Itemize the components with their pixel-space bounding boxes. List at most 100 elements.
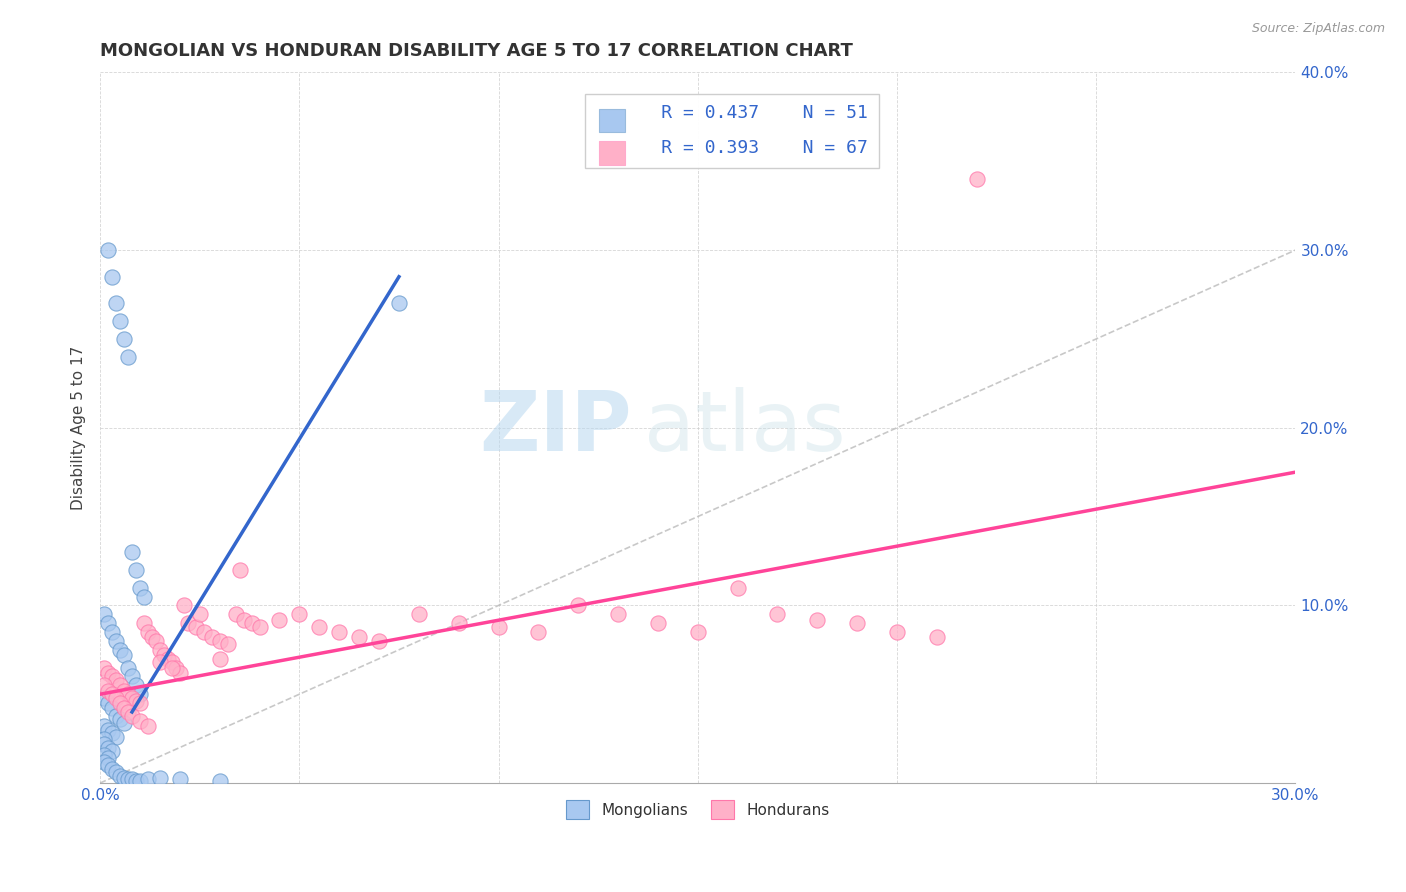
Point (101, 269, 124, 284)
Point (117, 705, 139, 719)
Point (136, 719, 159, 733)
Point (121, 772, 143, 787)
Point (153, 648, 176, 662)
Point (101, 726, 124, 740)
Point (121, 669, 143, 683)
Point (93, 755, 115, 769)
Point (567, 599, 589, 613)
Point (97, 723, 120, 737)
Point (93, 607, 115, 622)
Point (105, 708, 128, 723)
Point (129, 714, 152, 728)
Point (97, 758, 120, 772)
FancyBboxPatch shape (599, 141, 624, 165)
Point (112, 701, 135, 715)
Point (93, 660, 115, 674)
Point (269, 613, 291, 627)
Point (93, 690, 115, 705)
Point (105, 296, 128, 310)
Point (121, 545, 143, 559)
Point (93, 747, 115, 762)
Point (149, 771, 172, 785)
Point (101, 701, 124, 715)
Point (97, 616, 120, 631)
Point (117, 687, 139, 701)
Point (208, 774, 231, 789)
Point (160, 660, 183, 674)
Point (117, 350, 139, 364)
Point (160, 655, 183, 669)
Point (97, 243, 120, 257)
Point (108, 769, 131, 783)
Text: atlas: atlas (644, 387, 846, 468)
Y-axis label: Disability Age 5 to 17: Disability Age 5 to 17 (72, 345, 86, 510)
Point (132, 590, 155, 604)
Point (136, 625, 159, 640)
Point (112, 683, 135, 698)
Point (93, 719, 115, 733)
Point (408, 607, 430, 622)
Point (288, 607, 311, 622)
Point (105, 765, 128, 780)
Point (117, 660, 139, 674)
Text: R = 0.437    N = 51
      R = 0.393    N = 67: R = 0.437 N = 51 R = 0.393 N = 67 (596, 104, 868, 157)
Point (208, 634, 231, 648)
Text: MONGOLIAN VS HONDURAN DISABILITY AGE 5 TO 17 CORRELATION CHART: MONGOLIAN VS HONDURAN DISABILITY AGE 5 T… (100, 42, 853, 60)
Point (97, 665, 120, 680)
Point (108, 696, 131, 710)
Point (925, 631, 948, 645)
Point (129, 774, 152, 789)
Point (101, 625, 124, 640)
Point (108, 642, 131, 657)
Legend: Mongolians, Hondurans: Mongolians, Hondurans (560, 794, 835, 825)
Point (165, 660, 187, 674)
Point (136, 772, 159, 787)
Point (766, 607, 789, 622)
Point (108, 314, 131, 328)
Point (208, 651, 231, 665)
Point (101, 744, 124, 758)
Point (846, 616, 869, 631)
Point (101, 762, 124, 776)
Point (328, 625, 350, 640)
Point (97, 740, 120, 755)
Point (228, 563, 250, 577)
Point (105, 673, 128, 687)
Point (447, 616, 470, 631)
Point (156, 651, 179, 665)
Point (105, 690, 128, 705)
Point (97, 751, 120, 765)
FancyBboxPatch shape (599, 109, 624, 132)
Point (368, 634, 391, 648)
Point (129, 687, 152, 701)
Point (129, 581, 152, 595)
Point (129, 696, 152, 710)
Point (308, 620, 330, 634)
Point (105, 730, 128, 744)
Point (607, 607, 630, 622)
Point (184, 620, 207, 634)
Point (347, 631, 370, 645)
Point (125, 774, 148, 789)
Text: Source: ZipAtlas.com: Source: ZipAtlas.com (1251, 22, 1385, 36)
Point (966, 172, 988, 186)
Point (240, 616, 263, 631)
Point (112, 332, 135, 346)
Point (145, 634, 167, 648)
Point (173, 599, 195, 613)
Point (108, 678, 131, 692)
Point (121, 708, 143, 723)
Point (169, 772, 191, 787)
Point (806, 613, 828, 627)
Point (388, 296, 411, 310)
Point (527, 625, 550, 640)
Point (141, 631, 163, 645)
Point (112, 648, 135, 662)
Point (125, 694, 148, 708)
Point (686, 625, 709, 640)
Point (93, 737, 115, 751)
Point (193, 625, 215, 640)
Point (125, 563, 148, 577)
Point (249, 620, 271, 634)
Point (101, 687, 124, 701)
